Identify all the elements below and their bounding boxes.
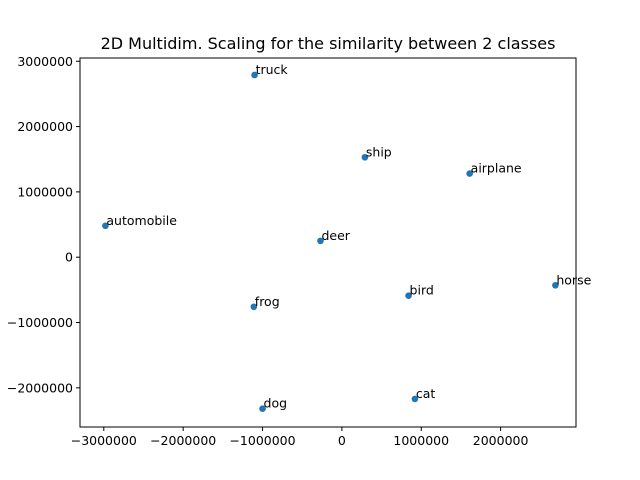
point-label-horse: horse <box>556 272 591 287</box>
y-tick-label: 1000000 <box>17 184 73 199</box>
point-cat <box>411 395 419 403</box>
point-truck <box>251 71 258 79</box>
point-label-deer: deer <box>321 228 350 243</box>
x-tick-label: −1000000 <box>229 433 295 448</box>
x-tick-label: −2000000 <box>150 433 216 448</box>
point-horse <box>552 281 559 289</box>
y-axis-ticks: −2000000 −1000000 0 1000000 2000000 3000000 <box>7 54 80 395</box>
axes-frame <box>79 57 577 428</box>
x-axis-ticks: −3000000 −2000000 −1000000 0 1000000 2000000 <box>71 427 529 448</box>
x-tick-label: −3000000 <box>71 433 137 448</box>
chart-title: 2D Multidim. Scaling for the similarity … <box>101 34 556 53</box>
point-dog <box>259 405 266 413</box>
point-label-dog: dog <box>264 396 288 411</box>
y-tick-label: 3000000 <box>17 54 73 69</box>
y-tick-label: 2000000 <box>17 119 73 134</box>
point-frog <box>250 303 258 311</box>
point-deer <box>317 237 324 245</box>
x-tick-label: 0 <box>338 433 346 448</box>
point-airplane <box>466 170 473 177</box>
y-tick-label: −2000000 <box>7 380 73 395</box>
point-ship <box>361 153 369 161</box>
point-automobile <box>102 222 109 230</box>
x-tick-label: 2000000 <box>473 433 529 448</box>
point-bird <box>405 292 412 300</box>
y-tick-label: 0 <box>65 250 73 265</box>
point-label-bird: bird <box>410 283 434 298</box>
point-label-frog: frog <box>255 294 280 309</box>
point-label-automobile: automobile <box>106 213 177 228</box>
point-label-ship: ship <box>366 144 392 159</box>
point-label-cat: cat <box>416 386 436 401</box>
plot-marks: truck ship airplane automobile deer horse bird… <box>102 62 592 413</box>
x-tick-label: 1000000 <box>393 433 449 448</box>
y-tick-label: −1000000 <box>7 315 73 330</box>
point-label-truck: truck <box>256 62 289 77</box>
point-label-airplane: airplane <box>471 161 522 176</box>
